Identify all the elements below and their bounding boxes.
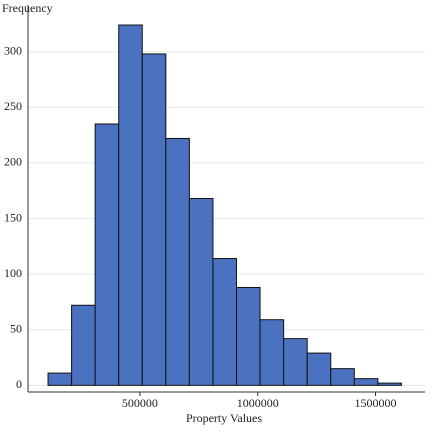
bar bbox=[283, 338, 308, 386]
y-tick-label: 200 bbox=[4, 155, 22, 169]
x-tick-label: 1000000 bbox=[237, 396, 279, 410]
bar bbox=[212, 258, 238, 386]
bar bbox=[236, 286, 261, 386]
bar bbox=[47, 372, 73, 386]
y-tick-label: 300 bbox=[4, 43, 22, 57]
x-tick-label: 500000 bbox=[122, 396, 158, 410]
bar bbox=[377, 382, 402, 386]
x-axis-title: Property Values bbox=[186, 411, 262, 425]
x-tick-label: 1500000 bbox=[355, 396, 397, 410]
bar bbox=[259, 319, 285, 386]
bar bbox=[330, 368, 355, 386]
bar bbox=[353, 378, 379, 386]
bar bbox=[165, 137, 190, 386]
bar bbox=[141, 53, 167, 386]
bar bbox=[188, 198, 214, 386]
y-tick-label: 100 bbox=[4, 266, 22, 280]
y-axis-title: Frequency bbox=[2, 1, 53, 15]
y-tick-label: 0 bbox=[16, 377, 22, 391]
bar bbox=[71, 304, 96, 386]
y-tick-label: 250 bbox=[4, 99, 22, 113]
y-tick-label: 150 bbox=[4, 210, 22, 224]
bar bbox=[306, 352, 332, 386]
y-tick-label: 50 bbox=[10, 321, 22, 335]
bar bbox=[94, 123, 120, 386]
bar bbox=[118, 24, 143, 386]
